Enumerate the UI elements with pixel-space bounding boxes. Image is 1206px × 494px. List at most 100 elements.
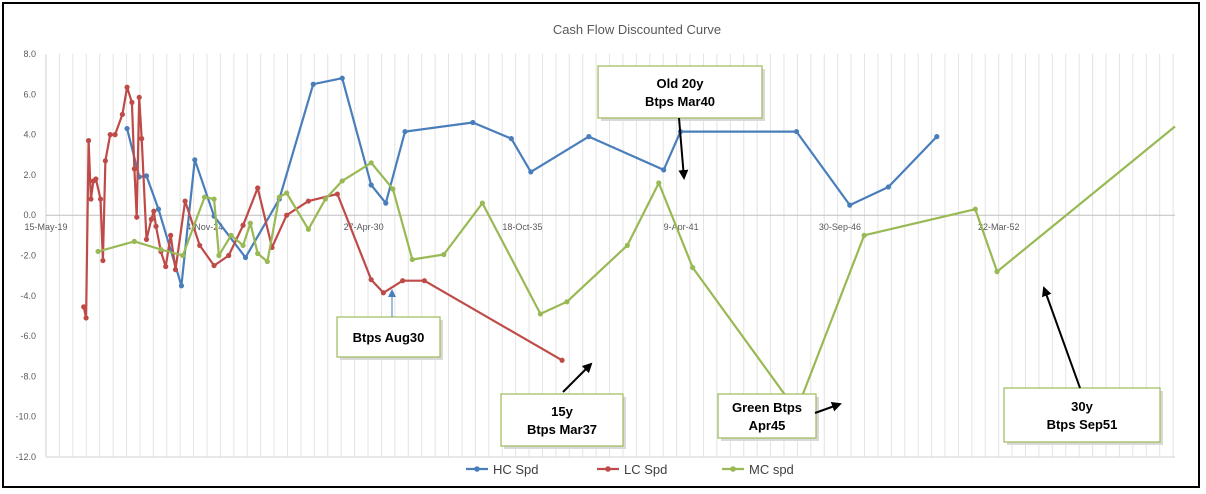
axis-layer: 8.0 6.0 4.0 2.0 0.0 -2.0 -4.0 -6.0 -8.0 -10.0 -12.… [15,49,1175,462]
data-point [402,128,408,135]
legend-label: LC Spd [624,462,667,477]
data-point [421,278,427,284]
data-point [934,134,940,140]
callout-arrow [1042,286,1081,389]
data-point [276,194,282,200]
data-point [508,136,514,142]
data-point [479,200,485,206]
legend-item-hc-spd: HC Spd [466,462,539,477]
legend-marker [605,466,611,472]
data-point [182,198,188,204]
data-point [158,246,164,253]
data-point [124,125,130,132]
data-point [339,75,345,81]
data-point [368,160,374,166]
callout-box [717,393,817,439]
data-point [131,166,137,172]
data-point [305,198,312,204]
x-tick-label: 30-Sep-46 [819,222,861,232]
data-point [178,283,185,289]
data-point [624,242,630,249]
y-tick-label: -2.0 [20,251,36,261]
legend-label: MC spd [749,462,794,477]
callout-arrow [678,117,689,180]
y-tick-label: 4.0 [23,130,36,140]
x-tick-label: 4-Nov-24 [186,222,223,232]
callout-text-line: Btps Sep51 [1047,417,1118,432]
data-point [284,212,290,218]
callout-text-line: Green Btps [732,400,802,415]
y-tick-label: -10.0 [15,412,36,422]
callout-text-line: Btps Aug30 [353,330,425,345]
data-point [151,208,157,214]
callout-box [500,393,624,447]
data-point [470,119,476,126]
data-point [322,196,328,202]
data-point [368,277,374,283]
data-point [310,81,316,87]
data-point [368,182,374,188]
data-point [88,196,94,202]
data-point [180,252,186,259]
data-point [383,200,389,206]
legend-marker [730,466,736,472]
data-point [143,236,150,242]
callout-text-line: 15y [551,404,573,419]
data-point [228,232,234,238]
data-point [972,206,978,212]
y-tick-label: 2.0 [23,170,36,180]
data-point [100,257,106,264]
callout-box [1003,387,1161,443]
x-tick-label: 22-Mar-52 [978,222,1020,232]
callout-box [336,316,441,358]
data-point [83,315,89,321]
data-point [134,214,140,220]
callout-old20y: Old 20y Btps Mar40 [597,65,765,180]
data-point [155,206,162,212]
data-point [153,223,159,229]
data-point [112,132,118,138]
series-mc-spd [95,125,1176,414]
callout-arrow [814,402,842,414]
series-line-hc-spd [126,77,938,287]
callout-text-line: Btps Mar37 [527,422,597,437]
data-point [197,242,203,249]
data-point [264,258,270,265]
data-point [441,251,447,258]
data-point [793,128,800,135]
data-point [216,252,222,259]
data-point [172,267,179,273]
data-point [163,263,169,270]
callout-mar37: 15y Btps Mar37 [500,362,626,449]
y-tick-label: -12.0 [15,452,36,462]
data-point [107,132,113,138]
data-point [81,304,87,310]
data-point [656,180,662,186]
x-tick-label: 27-Apr-30 [344,222,384,232]
data-point [255,185,261,191]
data-point [240,222,246,228]
data-point [409,256,415,263]
data-point [661,167,667,173]
callout-text-line: Apr45 [749,418,786,433]
data-point [226,252,232,259]
data-point [102,158,108,164]
grid-layer [45,54,1175,458]
callout-apr45: Green Btps Apr45 [717,393,842,441]
data-point [528,169,534,175]
callout-arrow [562,362,593,393]
legend-item-lc-spd: LC Spd [597,462,667,477]
legend-item-mc-spd: MC spd [722,462,794,477]
y-tick-label: 0.0 [23,210,36,220]
data-point [339,178,345,184]
series-line-mc-spd [97,125,1176,412]
chart-frame [2,2,1200,488]
data-point [564,299,570,305]
data-point [211,262,217,269]
x-tick-label: 18-Oct-35 [502,222,542,232]
series-lc-spd [81,84,565,363]
y-tick-label: -6.0 [20,331,36,341]
data-point [192,157,198,163]
data-point [136,94,142,100]
